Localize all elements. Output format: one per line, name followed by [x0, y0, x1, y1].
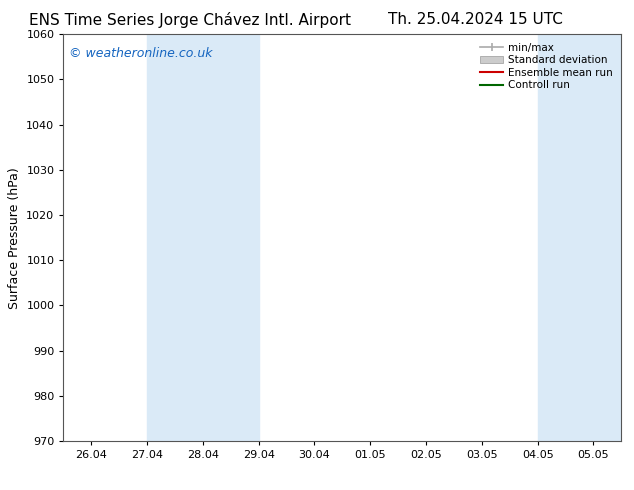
Legend: min/max, Standard deviation, Ensemble mean run, Controll run: min/max, Standard deviation, Ensemble me… [477, 40, 616, 94]
Y-axis label: Surface Pressure (hPa): Surface Pressure (hPa) [8, 167, 21, 309]
Bar [593, 34, 621, 441]
Bar [538, 34, 593, 441]
Text: Th. 25.04.2024 15 UTC: Th. 25.04.2024 15 UTC [388, 12, 563, 27]
Text: ENS Time Series Jorge Chávez Intl. Airport: ENS Time Series Jorge Chávez Intl. Airpo… [29, 12, 351, 28]
Text: © weatheronline.co.uk: © weatheronline.co.uk [69, 47, 212, 59]
Bar [147, 34, 259, 441]
